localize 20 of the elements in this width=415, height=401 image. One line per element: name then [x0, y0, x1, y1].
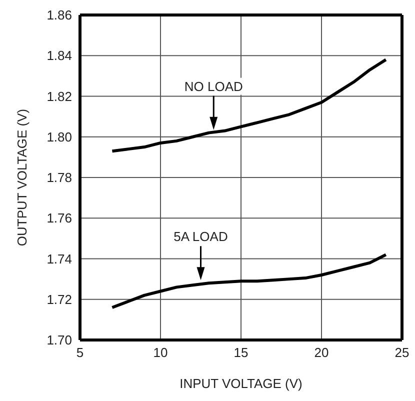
x-tick-label: 15: [234, 345, 248, 360]
y-tick-label: 1.74: [46, 251, 72, 266]
x-tick-label: 10: [153, 345, 168, 360]
y-tick-label: 1.84: [46, 48, 72, 64]
y-axis-title: OUTPUT VOLTAGE (V): [14, 108, 30, 246]
y-tick-label: 1.82: [46, 88, 72, 104]
y-tick-label: 1.70: [46, 332, 72, 348]
x-tick-label: 25: [394, 345, 410, 360]
y-tick-label: 1.76: [46, 210, 72, 226]
x-tick-label: 20: [314, 345, 329, 360]
annotation: 5A LOAD: [174, 229, 228, 244]
x-axis-title: INPUT VOLTAGE (V): [180, 376, 302, 391]
x-tick-label: 5: [76, 345, 84, 360]
y-tick-label: 1.80: [46, 129, 72, 144]
line-series: [110, 58, 388, 153]
annotation: NO LOAD: [184, 78, 243, 94]
line-series: [110, 253, 388, 309]
y-tick-label: 1.86: [46, 8, 72, 23]
y-tick-label: 1.72: [46, 292, 72, 307]
y-tick-label: 1.78: [46, 170, 72, 186]
